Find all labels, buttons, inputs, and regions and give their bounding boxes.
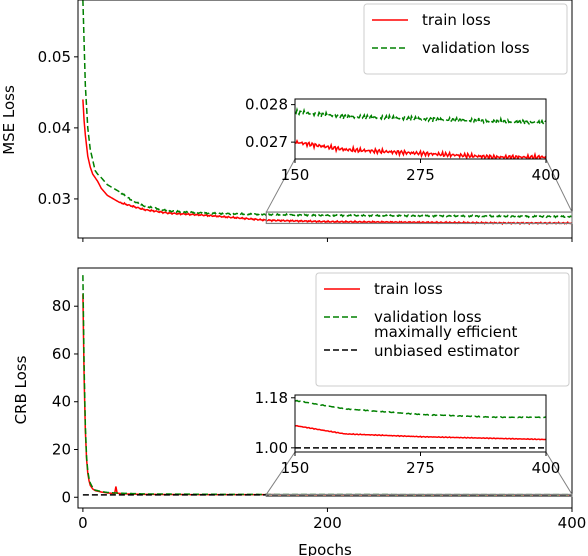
axes-frame <box>77 267 573 509</box>
inset-xtick-label: 275 <box>406 166 435 184</box>
x-axis-label: Epochs <box>298 541 352 556</box>
xtick-label: 200 <box>313 514 342 532</box>
xtick-label: 400 <box>558 514 587 532</box>
inset-xtick-label: 275 <box>406 459 435 477</box>
inset-series-line-0 <box>295 424 546 441</box>
legend-label: maximally efficient unbiased estimator <box>374 323 520 360</box>
crb-loss-panel: 0 20 40 60 80 0 200 400 CRB Loss Epochs 1.00 1.18 15… <box>12 267 587 556</box>
axes-border <box>77 267 573 509</box>
xtick-label: 0 <box>78 514 88 532</box>
inset-axes: 1.00 1.18 150 275 400 <box>255 389 561 477</box>
ytick-label: 20 <box>52 440 71 458</box>
ytick-label: 40 <box>52 393 71 411</box>
inset-xtick-label: 400 <box>532 166 561 184</box>
legend-label: validation loss <box>374 308 482 326</box>
inset-series-line-1 <box>295 107 546 128</box>
inset-ytick-label: 1.18 <box>255 389 288 407</box>
legend-label: validation loss <box>422 39 530 57</box>
ytick-label: 0.05 <box>38 48 71 66</box>
inset-axes: 0.027 0.028 150 275 400 <box>245 96 560 184</box>
ytick-label: 60 <box>52 345 71 363</box>
axes-frame <box>77 0 573 239</box>
inset-series-line-0 <box>295 139 546 159</box>
ytick-label: 0.04 <box>38 119 71 137</box>
inset-xtick-label: 150 <box>281 166 310 184</box>
y-axis-label: CRB Loss <box>12 355 30 424</box>
zoom-connector <box>265 451 296 495</box>
inset-ytick-label: 0.027 <box>245 133 288 151</box>
legend-box <box>363 3 568 75</box>
series-lines <box>82 0 572 226</box>
series-line-0 <box>82 99 572 226</box>
zoom-connector <box>545 451 573 495</box>
zoom-connector <box>265 158 296 213</box>
inset-xtick-label: 400 <box>532 459 561 477</box>
y-axis-label: MSE Loss <box>0 85 18 155</box>
axes-border <box>77 0 573 239</box>
zoom-connector <box>545 158 573 213</box>
ytick-label: 0.03 <box>38 190 71 208</box>
legend-box <box>315 272 570 387</box>
legend-label: train loss <box>422 11 491 29</box>
inset-ytick-label: 1.00 <box>255 439 288 457</box>
zoom-region <box>265 211 573 225</box>
legend: train loss validation loss <box>363 3 568 75</box>
inset-series-line-1 <box>295 399 546 419</box>
ytick-label: 0 <box>61 488 71 506</box>
mse-loss-panel: 0.03 0.04 0.05 MSE Loss 0.027 0.028 150 275 400 t… <box>0 0 573 242</box>
ytick-label: 80 <box>52 297 71 315</box>
series-line-1 <box>82 0 572 219</box>
inset-xtick-label: 150 <box>281 459 310 477</box>
inset-ytick-label: 0.028 <box>245 96 288 114</box>
legend-label: train loss <box>374 280 443 298</box>
zoom-region <box>265 493 573 498</box>
